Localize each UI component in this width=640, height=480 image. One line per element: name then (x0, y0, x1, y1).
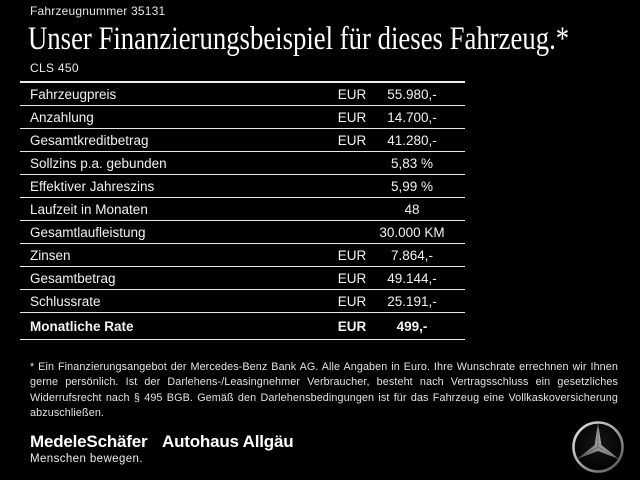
row-label: Monatliche Rate (30, 318, 134, 334)
row-value: 7.864,- (390, 247, 434, 263)
vehicle-number: Fahrzeugnummer 35131 (30, 4, 166, 18)
dealer-tagline: Menschen bewegen. (30, 453, 143, 465)
row-label: Gesamtlaufleistung (30, 224, 146, 240)
row-value: 25.191,- (387, 293, 437, 309)
row-value: 5,99 % (390, 178, 434, 194)
table-row: Laufzeit in Monaten 48 (20, 198, 465, 221)
table-row: Schlussrate EUR 25.191,- (20, 290, 465, 313)
row-value: 499,- (396, 318, 428, 334)
row-label: Laufzeit in Monaten (30, 201, 148, 217)
row-label: Sollzins p.a. gebunden (30, 155, 167, 171)
row-label: Schlussrate (30, 293, 101, 309)
mercedes-star-icon (570, 419, 626, 475)
row-value: 49.144,- (387, 270, 437, 286)
table-row: Anzahlung EUR 14.700,- (20, 106, 465, 129)
table-row: Fahrzeugpreis EUR 55.980,- (20, 83, 465, 106)
table-row-monthly-rate: Monatliche Rate EUR 499,- (20, 313, 465, 340)
row-label: Fahrzeugpreis (30, 86, 117, 102)
table-row: Gesamtlaufleistung 30.000 KM (20, 221, 465, 244)
row-currency: EUR (337, 270, 367, 286)
row-currency: EUR (337, 109, 367, 125)
row-label: Zinsen (30, 247, 71, 263)
table-row: Gesamtbetrag EUR 49.144,- (20, 267, 465, 290)
row-currency: EUR (337, 132, 367, 148)
footer-bar: MedeleSchäfer Menschen bewegen. Autohaus… (0, 415, 640, 480)
table-row: Zinsen EUR 7.864,- (20, 244, 465, 267)
table-row: Gesamtkreditbetrag EUR 41.280,- (20, 129, 465, 152)
page-title: Unser Finanzierungsbeispiel für dieses F… (28, 21, 570, 57)
legal-footnote: * Ein Finanzierungsangebot der Mercedes-… (30, 361, 618, 419)
row-label: Gesamtkreditbetrag (30, 132, 149, 148)
row-label: Anzahlung (30, 109, 94, 125)
row-value: 48 (404, 201, 420, 217)
financing-table: Fahrzeugpreis EUR 55.980,- Anzahlung EUR… (20, 81, 465, 340)
row-label: Effektiver Jahreszins (30, 178, 155, 194)
dealer-logo-medeleschaefer: MedeleSchäfer (30, 432, 148, 451)
table-row: Effektiver Jahreszins 5,99 % (20, 175, 465, 198)
row-value: 30.000 KM (379, 224, 445, 240)
row-value: 41.280,- (387, 132, 437, 148)
row-label: Gesamtbetrag (30, 270, 116, 286)
row-value: 5,83 % (390, 155, 434, 171)
row-currency: EUR (337, 86, 367, 102)
row-currency: EUR (337, 293, 367, 309)
row-currency: EUR (337, 247, 367, 263)
table-row: Sollzins p.a. gebunden 5,83 % (20, 152, 465, 175)
row-currency: EUR (337, 318, 367, 334)
vehicle-model: CLS 450 (30, 61, 79, 75)
row-value: 55.980,- (387, 86, 437, 102)
dealer-logo-autohaus-allgaeu: Autohaus Allgäu (162, 432, 294, 451)
row-value: 14.700,- (387, 109, 437, 125)
